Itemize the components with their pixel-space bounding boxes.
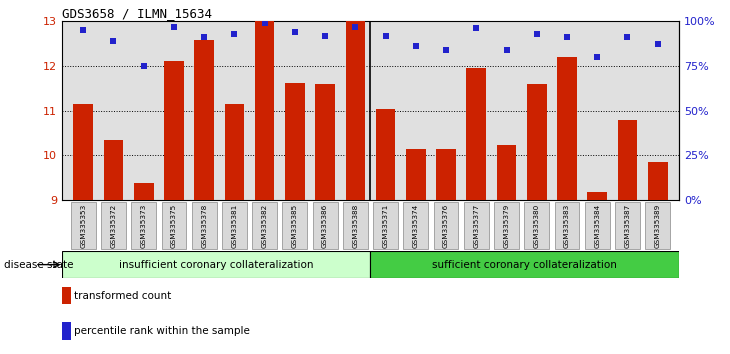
Bar — [164, 61, 184, 200]
Text: GSM335376: GSM335376 — [443, 204, 449, 248]
Bar — [588, 192, 607, 200]
Text: GSM335353: GSM335353 — [80, 204, 86, 248]
Point — [107, 38, 119, 44]
FancyBboxPatch shape — [464, 202, 488, 249]
Point — [440, 47, 452, 53]
Point — [259, 20, 271, 26]
Text: GSM335384: GSM335384 — [594, 204, 600, 248]
FancyBboxPatch shape — [371, 251, 679, 278]
FancyBboxPatch shape — [312, 202, 337, 249]
Point — [350, 24, 361, 29]
FancyBboxPatch shape — [645, 202, 670, 249]
Bar — [315, 84, 335, 200]
FancyBboxPatch shape — [555, 202, 580, 249]
Point — [228, 31, 240, 36]
Bar — [437, 149, 456, 200]
Point — [470, 25, 482, 31]
Text: GSM335380: GSM335380 — [534, 204, 539, 248]
Text: GSM335377: GSM335377 — [473, 204, 480, 248]
Bar — [406, 149, 426, 200]
Text: disease state: disease state — [4, 260, 73, 270]
Bar — [74, 104, 93, 200]
Bar — [345, 21, 365, 200]
Bar — [376, 109, 396, 200]
FancyBboxPatch shape — [434, 202, 458, 249]
Point — [289, 29, 301, 35]
Point — [410, 44, 422, 49]
Point — [652, 42, 664, 47]
Bar — [194, 40, 214, 200]
Text: GSM335379: GSM335379 — [504, 204, 510, 248]
Text: GSM335386: GSM335386 — [322, 204, 328, 248]
FancyBboxPatch shape — [161, 202, 186, 249]
Bar — [104, 140, 123, 200]
Text: GSM335382: GSM335382 — [261, 204, 268, 248]
Point — [199, 34, 210, 40]
Text: sufficient coronary collateralization: sufficient coronary collateralization — [432, 259, 617, 270]
Point — [501, 47, 512, 53]
Bar — [648, 162, 667, 200]
FancyBboxPatch shape — [494, 202, 519, 249]
Text: GSM335385: GSM335385 — [292, 204, 298, 248]
FancyBboxPatch shape — [585, 202, 610, 249]
Text: GSM335387: GSM335387 — [624, 204, 631, 248]
Bar — [496, 145, 516, 200]
Bar — [527, 84, 547, 200]
Point — [77, 27, 89, 33]
Text: transformed count: transformed count — [74, 291, 172, 301]
Text: GSM335389: GSM335389 — [655, 204, 661, 248]
FancyBboxPatch shape — [615, 202, 640, 249]
FancyBboxPatch shape — [524, 202, 549, 249]
Bar — [285, 83, 304, 200]
Bar — [466, 68, 486, 200]
Bar — [134, 183, 153, 200]
Bar — [618, 120, 637, 200]
FancyBboxPatch shape — [101, 202, 126, 249]
Text: GSM335383: GSM335383 — [564, 204, 570, 248]
FancyBboxPatch shape — [62, 251, 371, 278]
FancyBboxPatch shape — [404, 202, 429, 249]
Point — [168, 24, 180, 29]
Bar — [225, 104, 245, 200]
Point — [622, 34, 634, 40]
Text: insufficient coronary collateralization: insufficient coronary collateralization — [119, 259, 313, 270]
Point — [591, 54, 603, 60]
FancyBboxPatch shape — [192, 202, 217, 249]
FancyBboxPatch shape — [343, 202, 368, 249]
FancyBboxPatch shape — [131, 202, 156, 249]
Point — [138, 63, 150, 69]
Text: GSM335388: GSM335388 — [353, 204, 358, 248]
Text: GSM335381: GSM335381 — [231, 204, 237, 248]
Point — [319, 33, 331, 38]
Text: GSM335378: GSM335378 — [201, 204, 207, 248]
Text: GSM335371: GSM335371 — [383, 204, 388, 248]
Text: GSM335373: GSM335373 — [141, 204, 147, 248]
FancyBboxPatch shape — [253, 202, 277, 249]
Text: GDS3658 / ILMN_15634: GDS3658 / ILMN_15634 — [62, 7, 212, 20]
Point — [531, 31, 542, 36]
FancyBboxPatch shape — [222, 202, 247, 249]
FancyBboxPatch shape — [71, 202, 96, 249]
FancyBboxPatch shape — [283, 202, 307, 249]
Text: GSM335372: GSM335372 — [110, 204, 117, 248]
Text: percentile rank within the sample: percentile rank within the sample — [74, 326, 250, 336]
Bar — [255, 21, 274, 200]
FancyBboxPatch shape — [373, 202, 398, 249]
Point — [561, 34, 573, 40]
Point — [380, 33, 391, 38]
Text: GSM335375: GSM335375 — [171, 204, 177, 248]
Bar — [557, 57, 577, 200]
Text: GSM335374: GSM335374 — [413, 204, 419, 248]
